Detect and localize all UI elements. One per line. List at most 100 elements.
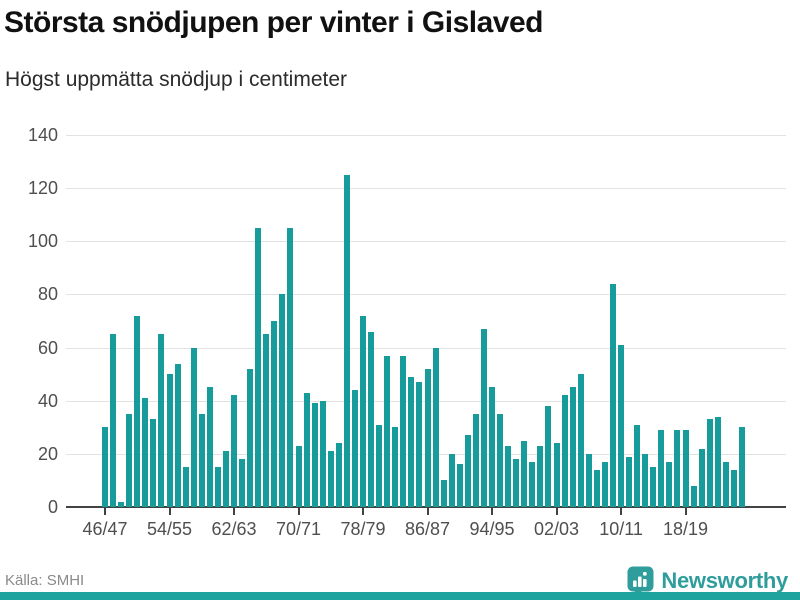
- bar-06/07: [585, 453, 592, 507]
- bar-10/11: [618, 344, 625, 507]
- bar-08/09: [601, 461, 608, 507]
- bar-50/51: [134, 315, 141, 507]
- bar-86/87: [424, 368, 431, 507]
- chart-title: Största snödjupen per vinter i Gislaved: [4, 6, 543, 39]
- bar-93/94: [480, 328, 487, 507]
- bar-79/80: [368, 331, 375, 507]
- newsworthy-wordmark: Newsworthy: [661, 568, 788, 593]
- bar-22/23: [714, 416, 721, 507]
- x-tick-mark: [297, 508, 300, 515]
- bar-09/10: [609, 283, 616, 507]
- bar-69/70: [287, 228, 294, 507]
- y-tick-label: 120: [27, 178, 58, 199]
- bar-82/83: [392, 427, 399, 507]
- bar-03/04: [561, 395, 568, 507]
- bar-90/91: [456, 464, 463, 507]
- bar-64/65: [247, 368, 254, 507]
- bar-89/90: [448, 453, 455, 507]
- x-tick-mark: [426, 508, 429, 515]
- x-tick-mark: [168, 508, 171, 515]
- x-tick-mark: [491, 508, 494, 515]
- bar-73/74: [319, 400, 326, 507]
- bar-49/50: [126, 414, 133, 507]
- x-tick-label: 02/03: [534, 519, 580, 539]
- y-tick-label: 140: [27, 125, 58, 145]
- y-gridline: [66, 188, 786, 190]
- bar-92/93: [472, 414, 479, 507]
- bar-91/92: [464, 435, 471, 507]
- bar-21/22: [706, 419, 713, 507]
- chart-subtitle: Högst uppmätta snödjup i centimeter: [5, 68, 348, 91]
- bar-60/61: [214, 467, 221, 507]
- bar-53/54: [158, 334, 165, 507]
- x-tick-label: 78/79: [340, 519, 386, 539]
- x-tick-mark: [362, 508, 365, 515]
- bar-75/76: [335, 443, 342, 507]
- bar-84/85: [408, 376, 415, 507]
- x-tick-label: 54/55: [146, 519, 193, 539]
- x-tick-mark: [684, 508, 687, 515]
- x-tick-mark: [104, 508, 106, 515]
- bar-66/67: [263, 334, 270, 507]
- bar-63/64: [239, 459, 246, 507]
- bar-02/03: [553, 443, 560, 507]
- bar-81/82: [384, 355, 391, 507]
- bar-70/71: [295, 445, 302, 507]
- bar-62/63: [231, 395, 237, 507]
- bar-46/47: [102, 427, 108, 507]
- bar-61/62: [222, 451, 229, 507]
- bar-78/79: [360, 315, 367, 507]
- x-tick-label: 70/71: [275, 519, 322, 539]
- bar-48/49: [118, 501, 125, 507]
- bar-18/19: [682, 429, 689, 507]
- x-tick-label: 62/63: [211, 519, 257, 539]
- bar-98/99: [521, 440, 528, 507]
- bar-96/97: [505, 445, 512, 507]
- bar-83/84: [400, 355, 407, 507]
- y-gridline: [66, 347, 786, 349]
- x-tick-mark: [620, 508, 623, 515]
- y-gridline: [66, 294, 786, 296]
- bar-80/81: [376, 424, 383, 507]
- bar-65/66: [255, 228, 262, 507]
- bar-05/06: [577, 374, 584, 507]
- x-axis-line: [66, 506, 786, 508]
- bar-25/26: [739, 427, 745, 507]
- bar-87/88: [432, 347, 439, 507]
- bar-23/24: [722, 461, 729, 507]
- x-tick-label: 18/19: [663, 519, 709, 539]
- bar-55/56: [174, 363, 181, 507]
- x-tick-label: 86/87: [405, 519, 451, 539]
- bar-01/02: [545, 406, 552, 507]
- x-tick-label: 10/11: [599, 519, 643, 539]
- bar-14/15: [650, 467, 657, 507]
- y-tick-label: 0: [47, 497, 58, 517]
- bottom-accent-bar: [0, 592, 800, 600]
- x-tick-mark: [555, 508, 558, 515]
- bar-47/48: [110, 334, 117, 507]
- bar-77/78: [351, 390, 358, 507]
- bar-19/20: [690, 485, 697, 507]
- bar-17/18: [674, 429, 681, 507]
- bar-59/60: [206, 387, 213, 507]
- source-label: Källa: SMHI: [5, 572, 85, 589]
- bar-54/55: [166, 374, 173, 507]
- bar-51/52: [142, 398, 149, 507]
- bar-97/98: [513, 459, 520, 507]
- bar-72/73: [311, 403, 318, 507]
- y-tick-label: 80: [37, 284, 58, 305]
- y-tick-label: 20: [37, 443, 58, 464]
- newsworthy-badge-icon: [627, 566, 654, 597]
- bar-67/68: [271, 321, 278, 507]
- bar-95/96: [497, 414, 504, 507]
- x-tick-mark: [233, 508, 235, 515]
- bar-68/69: [279, 294, 286, 507]
- bar-52/53: [150, 419, 157, 507]
- bar-13/14: [642, 453, 649, 507]
- x-tick-label: 46/47: [82, 519, 128, 539]
- newsworthy-logo[interactable]: Newsworthy: [627, 566, 788, 597]
- bar-76/77: [343, 174, 350, 507]
- bar-12/13: [634, 424, 641, 507]
